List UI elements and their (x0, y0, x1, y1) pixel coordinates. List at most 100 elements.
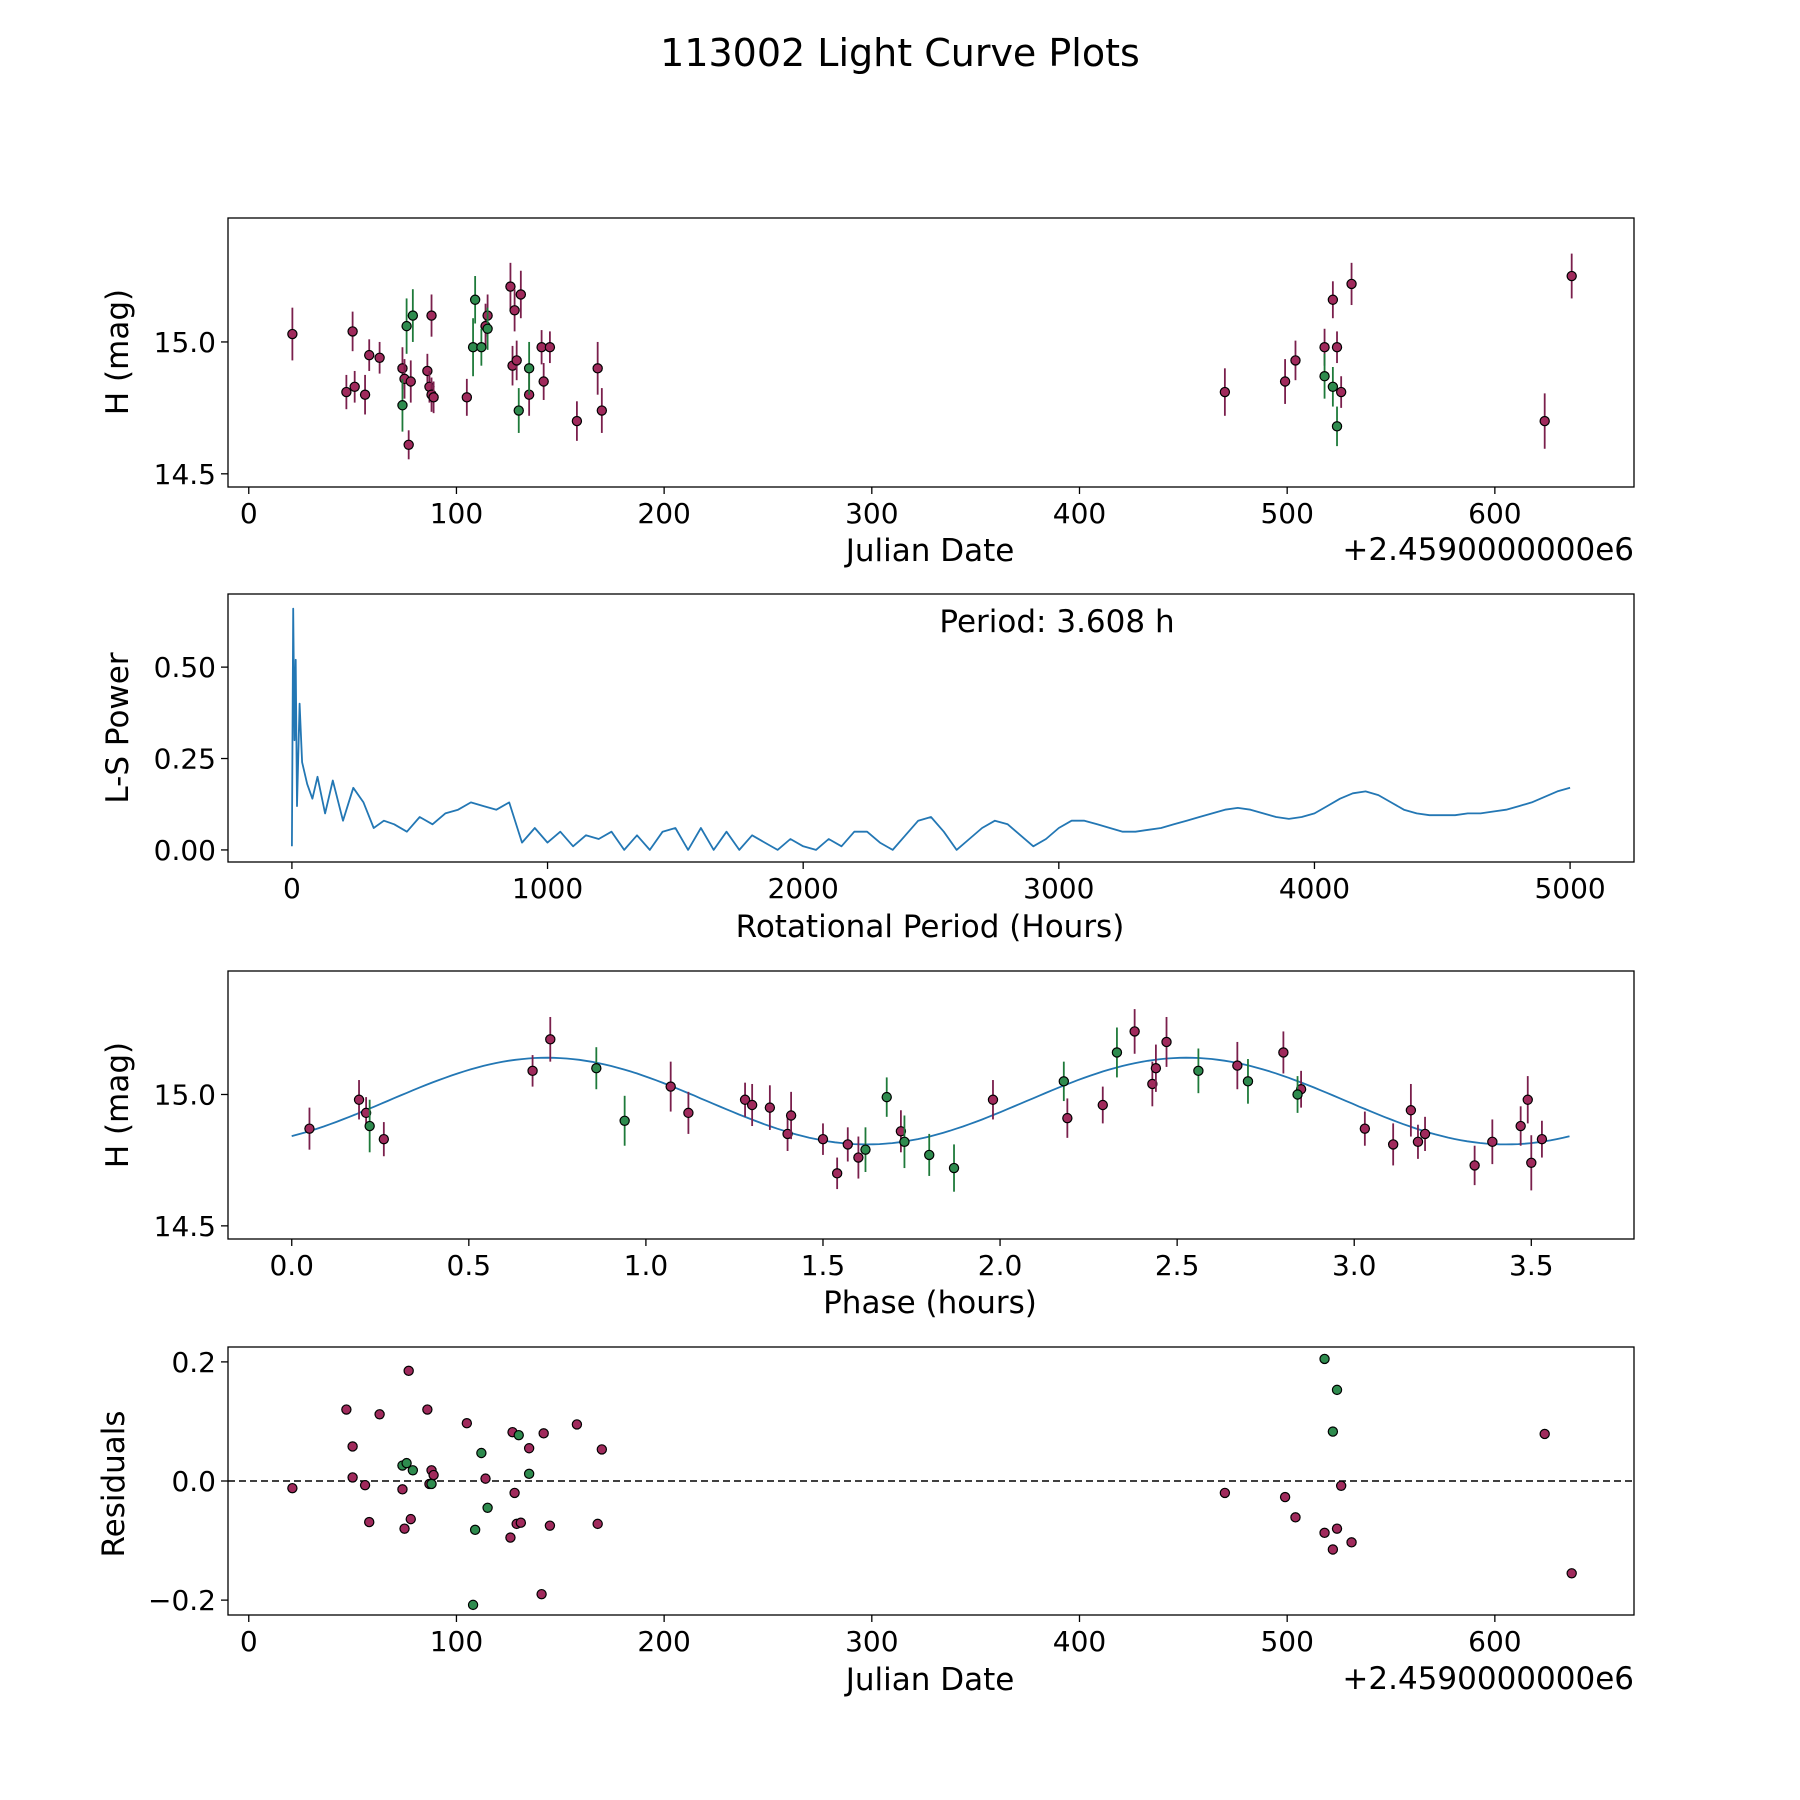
phased-x-tick-label: 3.5 (1509, 1249, 1554, 1282)
lightcurve-x-tick-label: 500 (1260, 497, 1313, 530)
lightcurve-green-point (401, 320, 412, 332)
residuals-red-point (422, 1404, 433, 1415)
phased-red-point (1278, 1047, 1289, 1058)
lightcurve-green-point (407, 310, 419, 321)
residuals-green-point (513, 1429, 524, 1441)
residuals-red-point (287, 1482, 298, 1494)
phased-x-axis-label: Phase (hours) (823, 1285, 1037, 1321)
lightcurve-y-tick-label: 14.5 (154, 458, 216, 491)
phased-y-tick-label: 15.0 (154, 1078, 216, 1111)
phased-red-point (1412, 1136, 1424, 1147)
lightcurve-red-point (364, 349, 375, 361)
residuals-x-axis-label: Julian Date (844, 1662, 1015, 1698)
lightcurve-x-tick-label: 0 (240, 497, 258, 530)
phased-red-point (360, 1107, 372, 1119)
phased-green-point (619, 1115, 630, 1126)
phased-red-point (1515, 1120, 1526, 1132)
lightcurve-red-point (397, 363, 408, 374)
phased-red-point (831, 1168, 843, 1179)
lightcurve-red-point (511, 355, 522, 366)
lightcurve-red-point (544, 342, 556, 353)
lightcurve-red-point (592, 363, 603, 374)
phased-red-point (782, 1128, 793, 1140)
phased-red-point (304, 1123, 315, 1134)
lightcurve-y-axis-label: H (mag) (100, 289, 136, 415)
lightcurve-red-point (374, 352, 385, 363)
residuals-red-point (397, 1484, 408, 1495)
residuals-red-point (1331, 1523, 1343, 1534)
phased-green-point (591, 1063, 602, 1074)
phased-red-point (817, 1133, 829, 1145)
phased-green-point (1292, 1089, 1303, 1100)
phased-green-point (1193, 1065, 1204, 1077)
lightcurve-red-point (1279, 376, 1291, 387)
residuals-red-point (403, 1365, 414, 1377)
phased-green-point (1058, 1076, 1070, 1087)
phased-red-point (353, 1094, 365, 1105)
residuals-x-tick-label: 200 (637, 1625, 690, 1658)
lightcurve-red-point (349, 381, 360, 392)
residuals-red-point (405, 1513, 416, 1525)
residuals-x-tick-label: 0 (240, 1625, 258, 1658)
phased-green-point (1242, 1076, 1254, 1087)
lightcurve-red-point (341, 386, 352, 398)
phased-red-point (683, 1107, 694, 1119)
residuals-green-point (401, 1457, 412, 1469)
residuals-red-point (509, 1487, 520, 1499)
phased-red-point (545, 1034, 556, 1045)
lightcurve-x-offset-text: +2.4590000000e6 (1342, 532, 1634, 568)
phased-red-point (739, 1094, 751, 1105)
residuals-y-tick-label: −0.2 (148, 1584, 216, 1617)
phased-x-tick-label: 0.5 (447, 1249, 492, 1282)
lightcurve-red-point (1566, 270, 1577, 282)
lightcurve-red-point (1219, 386, 1231, 398)
lightcurve-x-axis-label: Julian Date (844, 533, 1015, 569)
residuals-red-point (1319, 1527, 1330, 1539)
residuals-red-point (1566, 1568, 1577, 1579)
periodogram-x-tick-label: 5000 (1534, 872, 1605, 905)
periodogram-y-tick-label: 0.50 (154, 651, 216, 684)
periodogram-y-tick-label: 0.00 (154, 834, 216, 867)
periodogram-axes-frame (227, 593, 1635, 863)
lightcurve-red-point (1331, 342, 1343, 353)
periodogram-x-axis-label: Rotational Period (Hours) (736, 909, 1125, 945)
phased-red-point (1405, 1105, 1417, 1116)
phased-red-point (1387, 1139, 1399, 1150)
phased-red-point (1097, 1099, 1108, 1111)
lightcurve-red-point (426, 310, 437, 321)
lightcurve-red-point (405, 376, 416, 387)
residuals-red-point (1279, 1491, 1291, 1503)
phased-red-point (1469, 1160, 1480, 1171)
residuals-x-tick-label: 500 (1260, 1625, 1313, 1658)
lightcurve-x-tick-label: 300 (845, 497, 898, 530)
lightcurve-red-point (538, 376, 549, 387)
lightcurve-red-point (1335, 386, 1347, 398)
phased-red-point (665, 1081, 676, 1092)
lightcurve-red-point (1319, 342, 1330, 353)
lightcurve-red-point (1346, 278, 1357, 290)
phased-red-point (1062, 1112, 1073, 1124)
lightcurve-x-tick-label: 100 (430, 497, 483, 530)
lightcurve-red-point (596, 405, 608, 416)
residuals-red-point (1327, 1544, 1339, 1555)
lightcurve-red-point (571, 415, 583, 427)
periodogram-x-tick-label: 4000 (1279, 872, 1350, 905)
periodogram-x-tick-label: 1000 (512, 872, 583, 905)
phased-y-axis-label: H (mag) (100, 1042, 136, 1168)
residuals-red-point (1219, 1487, 1231, 1499)
phased-green-point (948, 1162, 960, 1174)
residuals-red-point (428, 1469, 439, 1481)
lightcurve-x-tick-label: 400 (1053, 497, 1106, 530)
residuals-red-point (515, 1517, 527, 1528)
residuals-y-tick-label: 0.0 (171, 1465, 216, 1498)
residuals-green-point (482, 1502, 493, 1514)
lightcurve-red-point (461, 392, 473, 403)
lightcurve-red-point (1539, 415, 1550, 427)
residuals-green-point (467, 1599, 479, 1611)
residuals-red-point (596, 1444, 608, 1455)
lightcurve-red-point (347, 326, 358, 337)
residuals-green-point (1319, 1353, 1330, 1365)
residuals-x-tick-label: 400 (1053, 1625, 1106, 1658)
lightcurve-y-tick-label: 15.0 (154, 326, 216, 359)
